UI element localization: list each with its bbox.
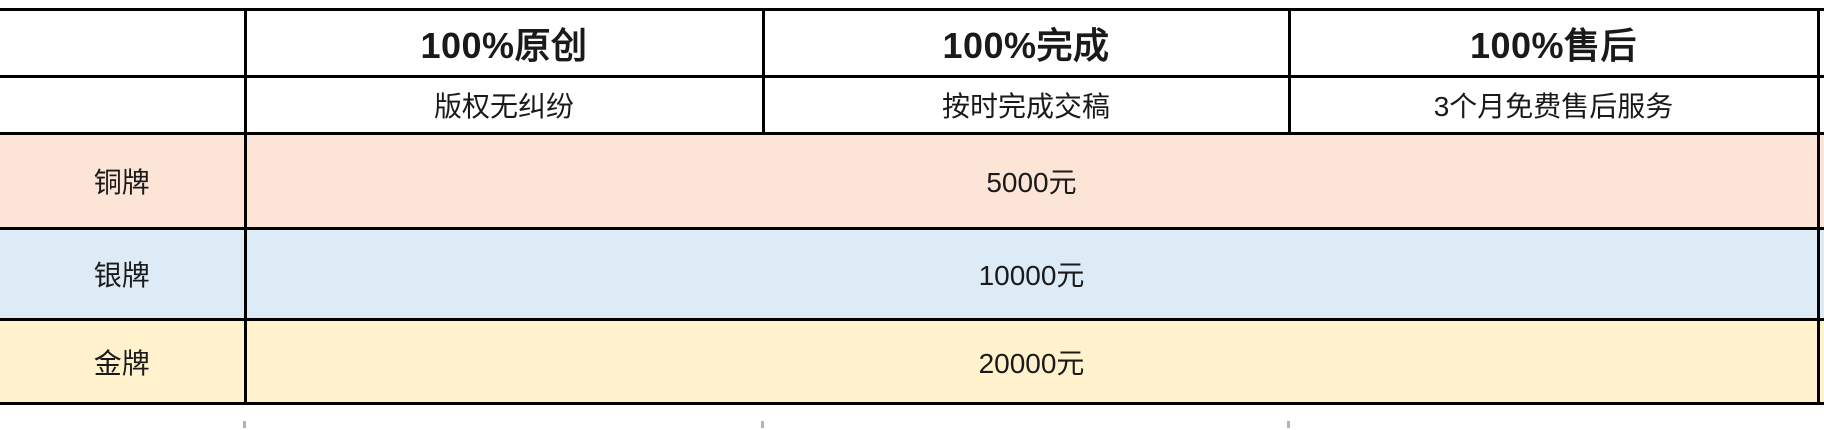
subheader-completion: 按时完成交稿	[761, 75, 1291, 135]
bleed-cell	[1816, 8, 1824, 78]
tier-label-bronze: 铜牌	[0, 132, 247, 230]
subheader-aftersales: 3个月免费售后服务	[1287, 75, 1820, 135]
table-row-gold: 金牌 20000元	[0, 318, 1824, 405]
corner-cell-empty	[0, 75, 247, 135]
subheader-original: 版权无纠纷	[243, 75, 765, 135]
table-row-subheader: 版权无纠纷 按时完成交稿 3个月免费售后服务	[0, 75, 1824, 135]
table-row-bronze: 铜牌 5000元	[0, 132, 1824, 230]
tier-label-gold: 金牌	[0, 318, 247, 405]
gridline-tick	[243, 421, 246, 428]
column-header-aftersales: 100%售后	[1287, 8, 1820, 78]
gridline-tick	[761, 421, 764, 428]
bleed-cell	[1816, 132, 1824, 230]
column-header-original: 100%原创	[243, 8, 765, 78]
column-header-completion: 100%完成	[761, 8, 1291, 78]
table-row-silver: 银牌 10000元	[0, 227, 1824, 321]
bleed-cell	[1816, 227, 1824, 321]
corner-cell	[0, 8, 247, 78]
table-row-header: 100%原创 100%完成 100%售后	[0, 8, 1824, 78]
tier-label-silver: 银牌	[0, 227, 247, 321]
tier-price-gold: 20000元	[243, 318, 1820, 405]
pricing-table: 100%原创 100%完成 100%售后 版权无纠纷 按时完成交稿 3个月免费售…	[0, 8, 1824, 405]
bleed-cell	[1816, 318, 1824, 405]
bleed-cell	[1816, 75, 1824, 135]
tier-price-silver: 10000元	[243, 227, 1820, 321]
tier-price-bronze: 5000元	[243, 132, 1820, 230]
gridline-tick	[1287, 421, 1290, 428]
